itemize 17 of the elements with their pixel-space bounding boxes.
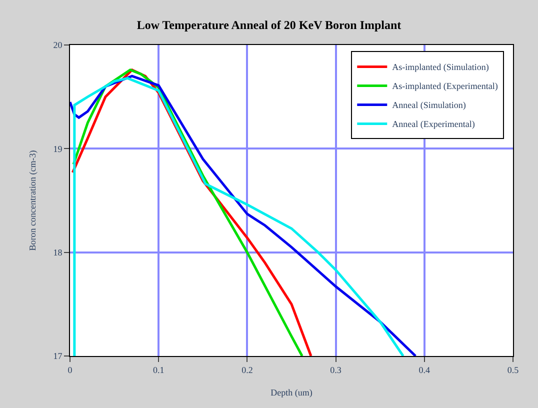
y-axis-title: Boron concentration (cm-3) [28, 150, 38, 251]
x-tick-label: 0 [68, 364, 73, 375]
x-tick-label: 0.5 [507, 364, 520, 375]
x-tick-label: 0.2 [242, 364, 253, 375]
x-tick-label: 0.1 [152, 364, 164, 375]
y-tick-label: 20 [53, 40, 63, 50]
chart-title: Low Temperature Anneal of 20 KeV Boron Implant [136, 18, 402, 32]
x-tick-label: 0.4 [418, 364, 431, 375]
legend-label: As-implanted (Experimental) [392, 81, 498, 92]
y-tick-label: 17 [53, 351, 63, 362]
legend-label: Anneal (Simulation) [392, 100, 466, 110]
y-tick-label: 18 [53, 247, 63, 258]
legend-label: Anneal (Experimental) [392, 119, 475, 130]
legend-label: As-implanted (Simulation) [392, 62, 489, 72]
x-axis-title: Depth (um) [270, 388, 312, 398]
x-tick-label: 0.3 [330, 364, 342, 375]
y-tick-label: 19 [53, 144, 63, 154]
